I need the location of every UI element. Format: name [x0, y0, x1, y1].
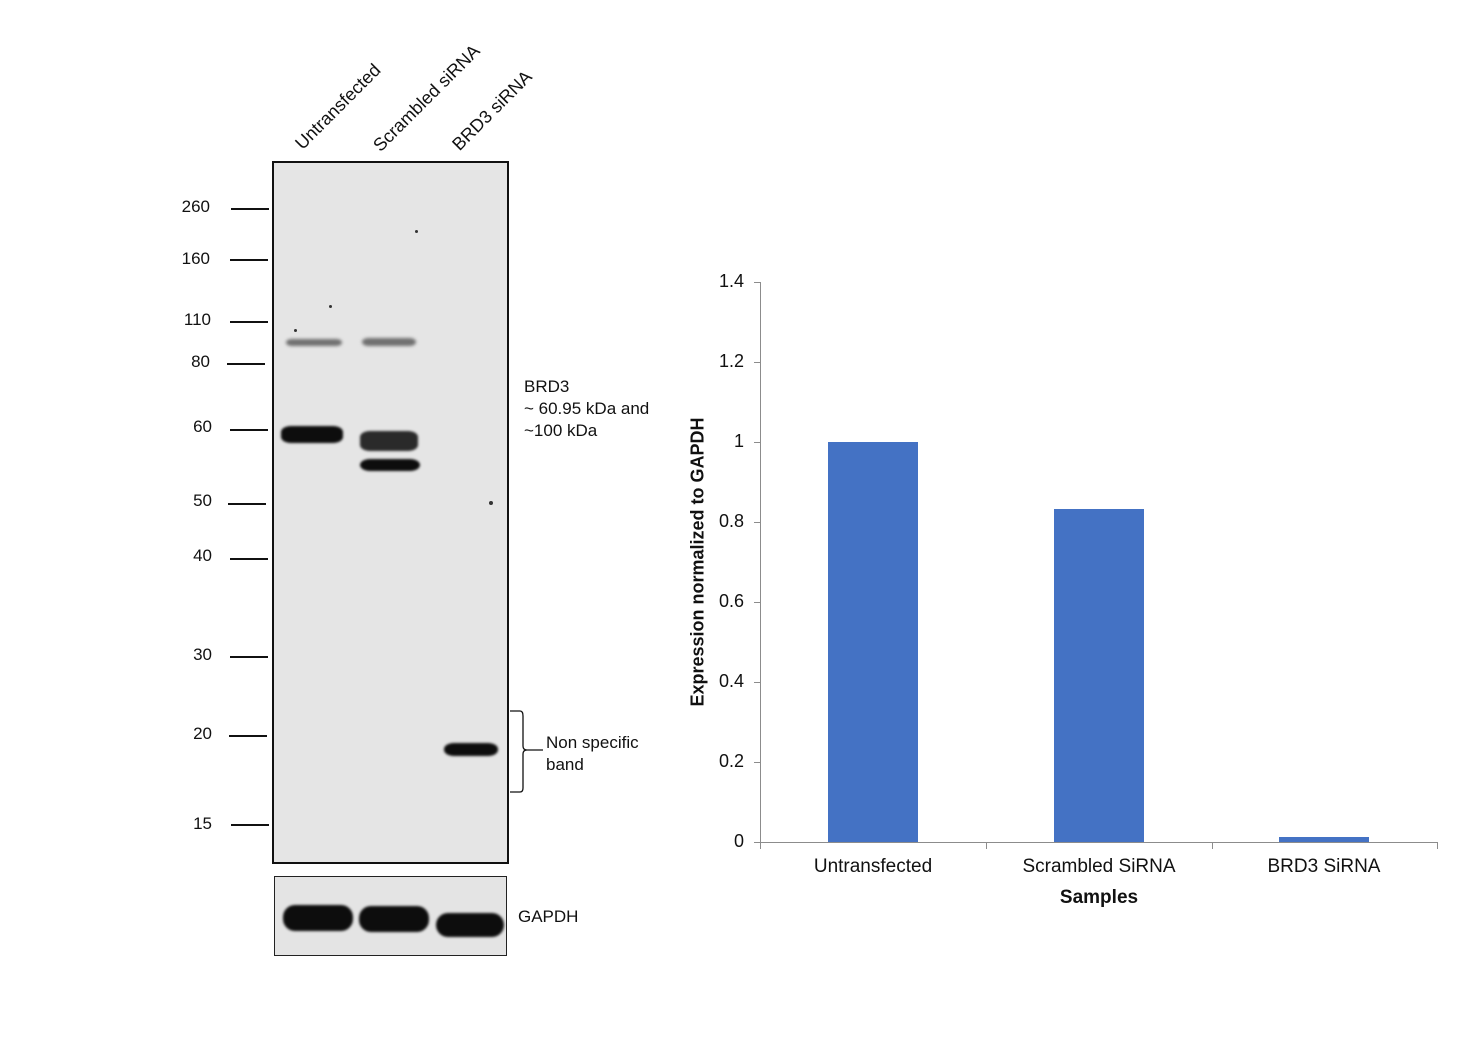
x-category-label: Untransfected [813, 856, 933, 877]
mw-tick [229, 735, 267, 737]
mw-tick [230, 259, 268, 261]
mw-tick [230, 558, 268, 560]
brd3-annotation-line1: BRD3 [524, 377, 570, 396]
x-tick [760, 842, 761, 849]
mw-label-110: 110 [183, 310, 211, 329]
mw-tick [230, 656, 268, 658]
bracket-icon [510, 710, 543, 793]
mw-tick [230, 429, 268, 431]
band-gapdh-untransfected [283, 905, 353, 931]
band-60kda-untransfected [281, 426, 343, 443]
y-tick-label: 1 [733, 431, 744, 451]
mw-label-30: 30 [193, 645, 212, 664]
speck [294, 329, 297, 332]
mw-label-50: 50 [193, 491, 212, 510]
y-tick [754, 602, 760, 603]
mw-tick [228, 503, 266, 505]
mw-label-160: 160 [181, 249, 210, 268]
mw-label-40: 40 [193, 546, 212, 565]
brd3-annotation-line2: ~ 60.95 kDa and [524, 399, 650, 418]
x-axis-title: Samples [1059, 887, 1139, 908]
nonspecific-annotation: Non specific band [546, 732, 639, 776]
nonspecific-line2: band [546, 755, 584, 774]
mw-label-260: 260 [181, 197, 210, 216]
nonspecific-line1: Non specific [546, 733, 639, 752]
band-60kda-scrambled-lower [360, 459, 420, 471]
mw-tick [231, 824, 269, 826]
mw-tick [227, 363, 265, 365]
brd3-annotation: BRD3 ~ 60.95 kDa and ~100 kDa [524, 376, 649, 442]
speck [329, 305, 332, 308]
x-tick [1437, 842, 1438, 849]
y-tick-label: 0.6 [718, 591, 744, 611]
y-tick [754, 522, 760, 523]
gapdh-blot [274, 876, 507, 956]
blot-membrane [272, 161, 509, 864]
y-tick-label: 0.2 [718, 751, 744, 771]
y-axis [760, 282, 761, 842]
y-tick [754, 842, 760, 843]
y-tick-label: 0.8 [718, 511, 744, 531]
mw-label-80: 80 [191, 352, 210, 371]
mw-label-20: 20 [193, 724, 212, 743]
y-tick [754, 762, 760, 763]
x-category-label: BRD3 SiRNA [1267, 856, 1381, 877]
mw-label-60: 60 [193, 417, 212, 436]
mw-label-15: 15 [193, 814, 212, 833]
band-60kda-scrambled-upper [360, 431, 418, 451]
band-gapdh-brd3 [436, 913, 504, 937]
y-tick-label: 0.4 [718, 671, 744, 691]
y-tick [754, 362, 760, 363]
speck [489, 501, 493, 505]
y-tick [754, 682, 760, 683]
x-category-label: Scrambled SiRNA [1022, 856, 1176, 877]
y-tick [754, 442, 760, 443]
bar-untransfected [828, 442, 918, 842]
x-axis [760, 842, 1437, 843]
band-100kda-untransfected [286, 339, 342, 346]
y-tick-label: 0 [733, 831, 744, 851]
y-tick-label: 1.4 [718, 271, 744, 291]
x-tick [986, 842, 987, 849]
band-gapdh-scrambled [359, 906, 429, 932]
x-tick [1212, 842, 1213, 849]
y-axis-title: Expression normalized to GAPDH [687, 417, 708, 707]
gapdh-label: GAPDH [518, 907, 579, 926]
bar-brd3-sirna [1279, 837, 1369, 842]
y-tick-label: 1.2 [718, 351, 744, 371]
mw-tick [231, 208, 269, 210]
bar-scrambled-sirna [1054, 509, 1144, 842]
speck [415, 230, 418, 233]
brd3-annotation-line3: ~100 kDa [524, 421, 598, 440]
mw-tick [230, 321, 268, 323]
y-tick [754, 282, 760, 283]
lane-label-brd3: BRD3 siRNA [448, 66, 536, 155]
band-100kda-scrambled [362, 338, 416, 346]
band-nonspecific-brd3 [444, 743, 498, 756]
